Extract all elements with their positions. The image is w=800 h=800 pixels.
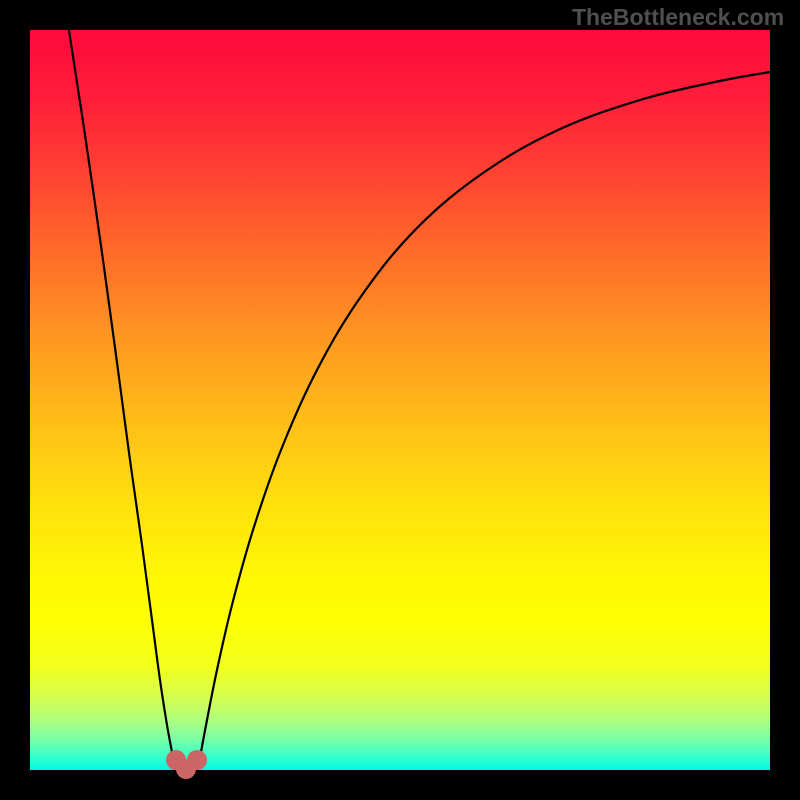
bottom-marker-2: [187, 750, 207, 770]
curve-right-branch: [201, 72, 770, 752]
curve-left-branch: [68, 24, 172, 752]
attribution-label: TheBottleneck.com: [572, 4, 784, 31]
bottom-marker-group: [166, 750, 207, 779]
curve-layer: [0, 0, 800, 800]
